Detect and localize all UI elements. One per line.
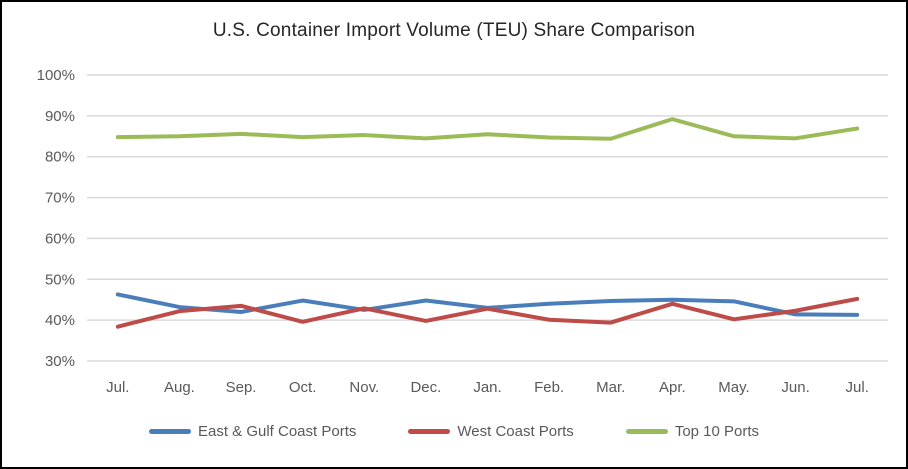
legend-swatch-east-gulf-coast-ports (148, 429, 191, 434)
legend-label: East & Gulf Coast Ports (197, 423, 357, 440)
x-tick-label: Jul. (106, 379, 129, 396)
x-tick-label: Oct. (289, 379, 317, 396)
legend-label: Top 10 Ports (674, 423, 760, 440)
x-tick-label: Aug. (164, 379, 195, 396)
x-tick-label: Nov. (349, 379, 379, 396)
y-tick-label: 80% (45, 149, 75, 166)
x-tick-label: Feb. (534, 379, 564, 396)
series-line-west-coast-ports (115, 296, 860, 329)
chart-legend: East & Gulf Coast Ports West Coast Ports T… (2, 423, 906, 440)
y-tick-label: 70% (45, 190, 75, 207)
legend-item-top-10-ports: Top 10 Ports (625, 423, 760, 440)
y-tick-label: 100% (37, 67, 75, 84)
x-tick-label: Mar. (596, 379, 625, 396)
y-tick-label: 60% (45, 230, 75, 247)
series-line-east-gulf-coast-ports (115, 292, 860, 317)
chart-title: U.S. Container Import Volume (TEU) Share… (212, 20, 696, 41)
x-tick-label: Jan. (473, 379, 501, 396)
y-tick-label: 40% (45, 312, 75, 329)
x-tick-label: Jun. (781, 379, 809, 396)
legend-item-east-gulf-coast-ports: East & Gulf Coast Ports (148, 423, 357, 440)
x-tick-label: May. (718, 379, 749, 396)
series-line-top-10-ports (115, 117, 860, 141)
legend-swatch-top-10-ports (625, 429, 668, 434)
legend-label: West Coast Ports (457, 423, 574, 440)
legend-swatch-west-coast-ports (408, 429, 451, 434)
x-tick-label: Apr. (659, 379, 686, 396)
x-tick-label: Jul. (846, 379, 869, 396)
y-tick-label: 30% (45, 353, 75, 370)
y-tick-label: 50% (45, 271, 75, 288)
legend-item-west-coast-ports: West Coast Ports (408, 423, 574, 440)
y-tick-label: 90% (45, 108, 75, 125)
x-tick-label: Dec. (410, 379, 441, 396)
x-tick-label: Sep. (226, 379, 257, 396)
